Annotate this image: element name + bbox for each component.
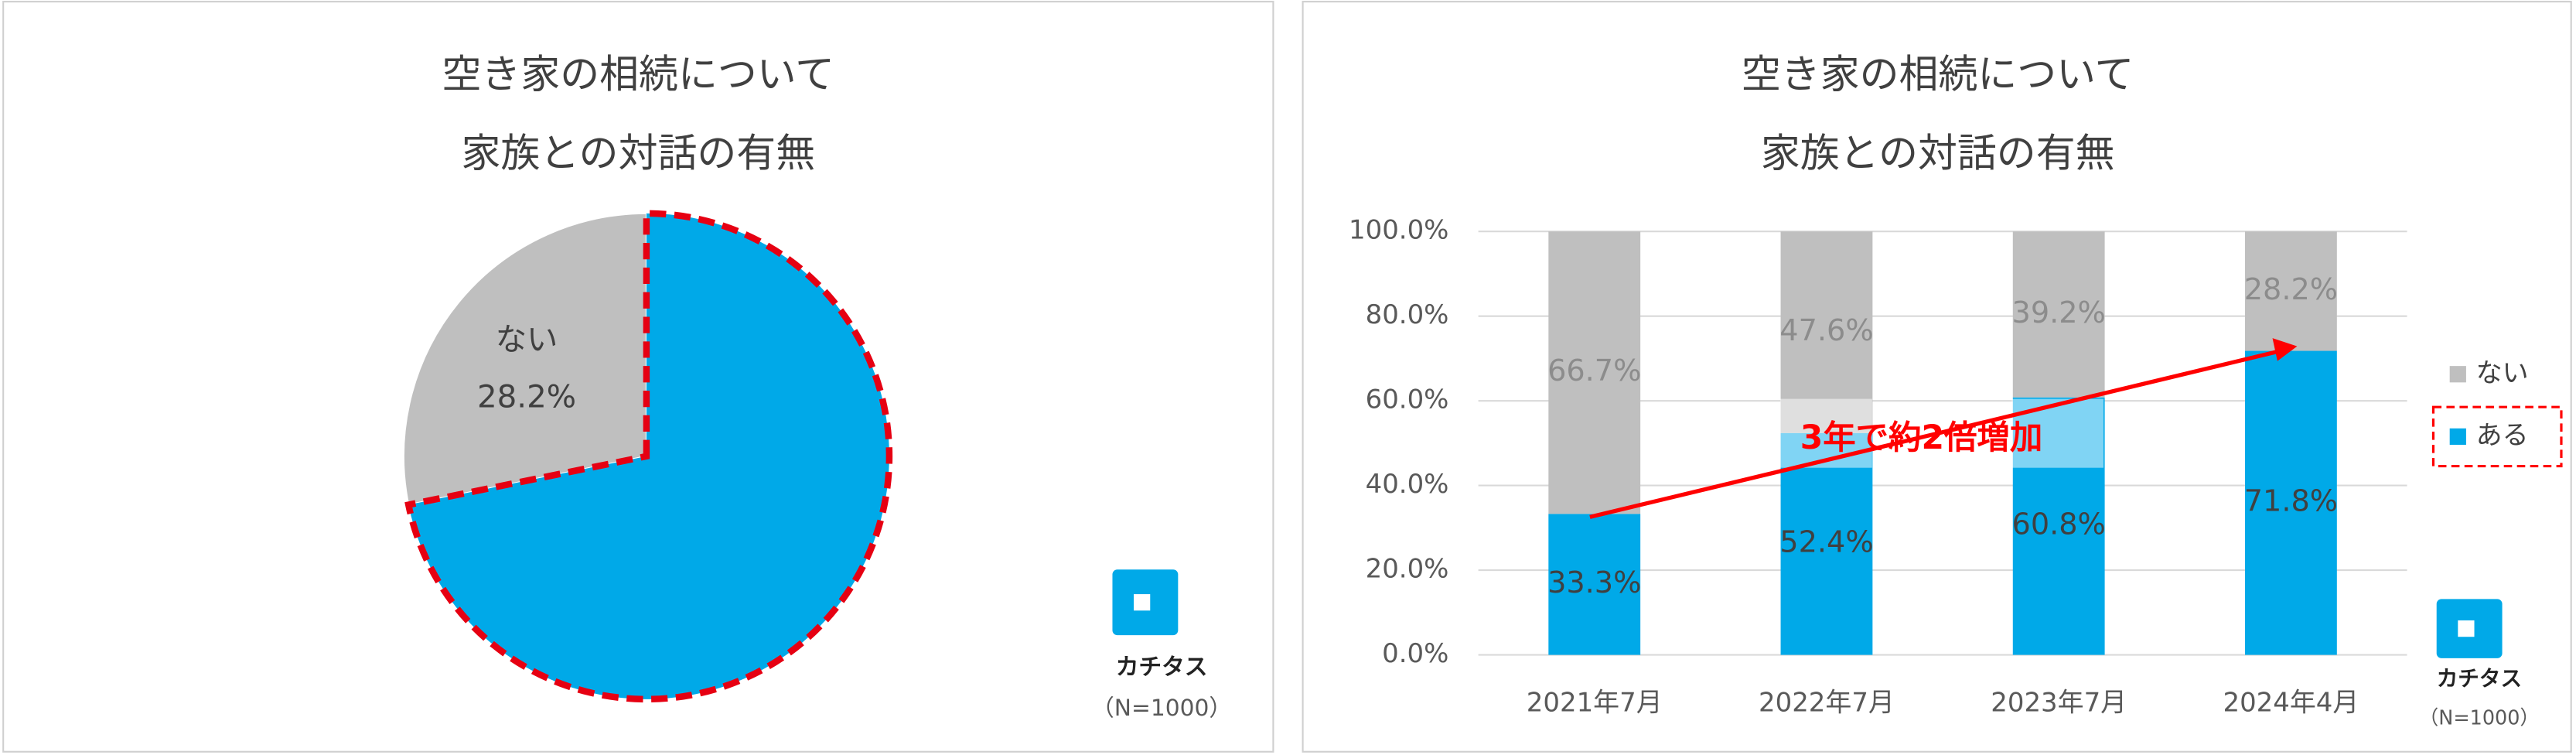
bar-segment <box>2245 350 2337 655</box>
chart-title: 空き家の相続について <box>442 53 835 98</box>
y-tick-label: 100.0% <box>1349 215 1448 246</box>
logo-text: カチタス <box>1116 654 1208 681</box>
bar-segment <box>2012 231 2105 398</box>
legend-highlight <box>2431 405 2563 468</box>
panel <box>1302 1 2572 753</box>
x-tick-label: 2023年7月 <box>1991 688 2127 719</box>
legend-label: ない <box>2476 357 2529 388</box>
note: （N=1000） <box>2419 706 2540 729</box>
logo-text: カチタス <box>2437 665 2522 691</box>
legend-label: ある <box>2476 420 2529 451</box>
x-tick-label: 2022年7月 <box>1759 688 1895 719</box>
pie-slice <box>404 210 893 703</box>
highlight: 3年で約2倍増加 <box>1589 338 2563 519</box>
logo-icon <box>1134 594 1151 611</box>
value-label: 66.7% <box>1547 354 1641 388</box>
logo-icon <box>2458 620 2475 637</box>
slice-label: ない <box>496 321 558 357</box>
value-label: 52.4% <box>1779 526 1873 560</box>
value-label: 39.2% <box>2012 296 2106 330</box>
bar-segment <box>1780 432 1873 655</box>
value-label: 60.8% <box>2012 508 2106 542</box>
y-tick-label: 40.0% <box>1366 469 1449 500</box>
y-tick-label: 0.0% <box>1382 638 1448 669</box>
logo: カチタス （N=1000） カチタス （N=1000） <box>1091 569 2540 729</box>
legend-swatch <box>2449 428 2466 445</box>
bar-segment <box>1548 514 1641 655</box>
x-tick-label: 2021年7月 <box>1527 688 1663 719</box>
value-label: 47.6% <box>1779 314 1873 348</box>
y-tick-label: 60.0% <box>1366 384 1449 415</box>
x-tick-label: 2024年4月 <box>2223 688 2359 719</box>
chart-title: 空き家の相続について <box>1742 53 2134 98</box>
chart-title: 家族との対話の有無 <box>461 132 815 177</box>
value-label: 28.2% <box>2244 273 2338 307</box>
chart-title: 家族との対話の有無 <box>1761 132 2115 177</box>
value-label: 28.2% <box>477 379 576 415</box>
y-tick-label: 20.0% <box>1366 554 1449 585</box>
value-label: 33.3% <box>1547 566 1641 600</box>
annotation: 3年で約2倍増加 <box>1800 419 2043 457</box>
arrow-head <box>2272 338 2298 361</box>
bar-segment <box>1548 231 1641 514</box>
y-tick-label: 80.0% <box>1366 299 1449 330</box>
trend-arrow <box>1589 349 2280 519</box>
bar-segment <box>2245 231 2337 351</box>
note: （N=1000） <box>1091 695 1232 722</box>
pie-slice <box>402 212 647 506</box>
value-label: 71.8% <box>2244 485 2338 519</box>
legend-swatch <box>2449 366 2466 383</box>
highlight-band <box>1780 398 1872 468</box>
